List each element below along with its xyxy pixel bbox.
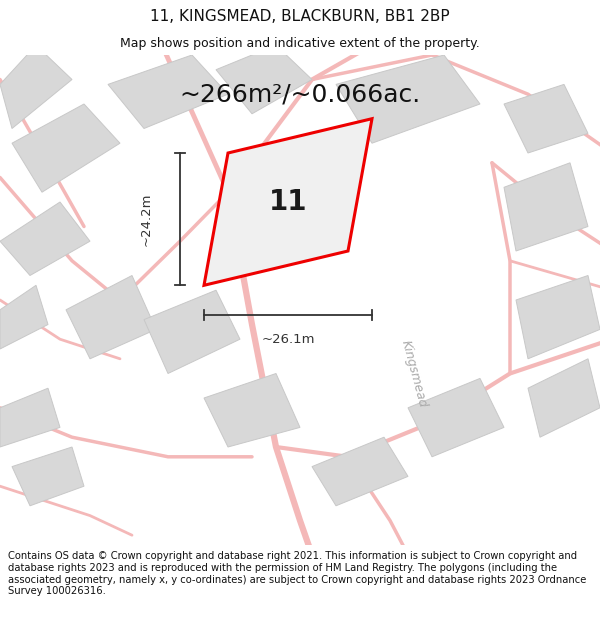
Text: Kingsmead: Kingsmead [399, 338, 429, 409]
Polygon shape [12, 447, 84, 506]
Polygon shape [66, 276, 156, 359]
Polygon shape [336, 55, 480, 143]
Polygon shape [312, 438, 408, 506]
Polygon shape [204, 119, 372, 285]
Polygon shape [516, 276, 600, 359]
Polygon shape [204, 374, 300, 447]
Text: 11: 11 [269, 188, 307, 216]
Polygon shape [216, 45, 312, 114]
Text: Map shows position and indicative extent of the property.: Map shows position and indicative extent… [120, 38, 480, 51]
Polygon shape [528, 359, 600, 438]
Polygon shape [408, 378, 504, 457]
Text: ~266m²/~0.066ac.: ~266m²/~0.066ac. [179, 82, 421, 106]
Text: Contains OS data © Crown copyright and database right 2021. This information is : Contains OS data © Crown copyright and d… [8, 551, 587, 596]
Polygon shape [504, 84, 588, 153]
Polygon shape [0, 388, 60, 447]
Polygon shape [12, 104, 120, 192]
Polygon shape [504, 162, 588, 251]
Text: ~24.2m: ~24.2m [140, 192, 153, 246]
Polygon shape [144, 290, 240, 374]
Text: ~26.1m: ~26.1m [261, 332, 315, 346]
Polygon shape [0, 285, 48, 349]
Polygon shape [108, 55, 228, 129]
Text: 11, KINGSMEAD, BLACKBURN, BB1 2BP: 11, KINGSMEAD, BLACKBURN, BB1 2BP [150, 9, 450, 24]
Polygon shape [0, 45, 72, 129]
Polygon shape [0, 202, 90, 276]
